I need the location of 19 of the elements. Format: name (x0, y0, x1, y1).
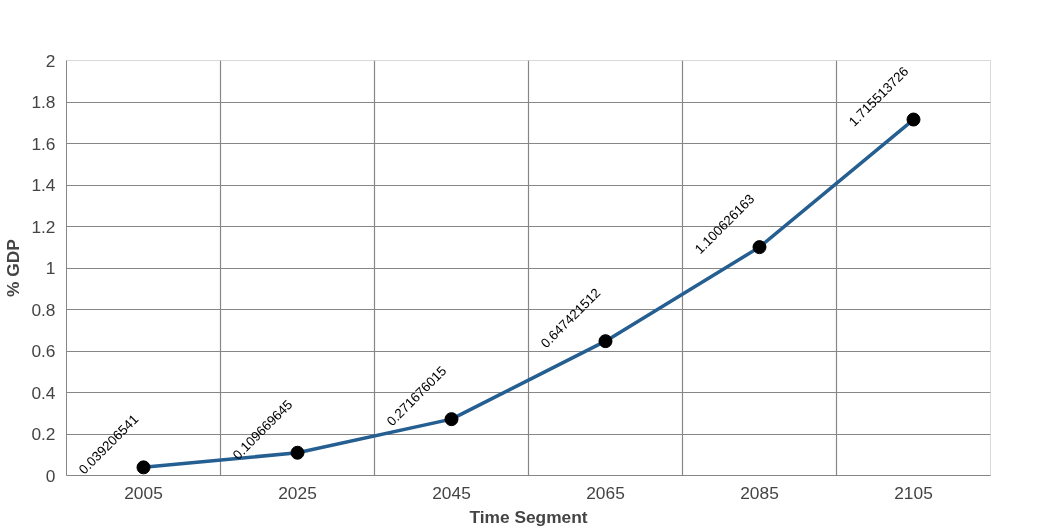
y-tick-label: 0.2 (31, 424, 56, 444)
y-tick-label: 0.4 (31, 382, 56, 403)
x-axis-title: Time Segment (469, 506, 588, 527)
y-tick-label: 1.8 (31, 92, 56, 112)
x-tick-label: 2025 (278, 482, 317, 503)
y-tick-label: 1 (45, 258, 56, 278)
y-tick-label: 2 (45, 50, 56, 71)
y-axis-title: % GDP (3, 239, 24, 297)
y-tick-label: 1.2 (31, 216, 56, 237)
x-tick-label: 2045 (432, 482, 471, 503)
x-tick-label: 2065 (586, 482, 625, 503)
y-tick-label: 1.6 (31, 133, 56, 154)
y-tick-label: 0 (45, 465, 56, 486)
x-tick-label: 2005 (124, 482, 163, 503)
y-tick-label: 0.6 (31, 341, 56, 361)
x-tick-label: 2105 (894, 482, 933, 503)
y-tick-label: 1.4 (31, 175, 56, 195)
x-tick-label: 2085 (740, 482, 779, 503)
y-tick-label: 0.8 (31, 299, 56, 320)
